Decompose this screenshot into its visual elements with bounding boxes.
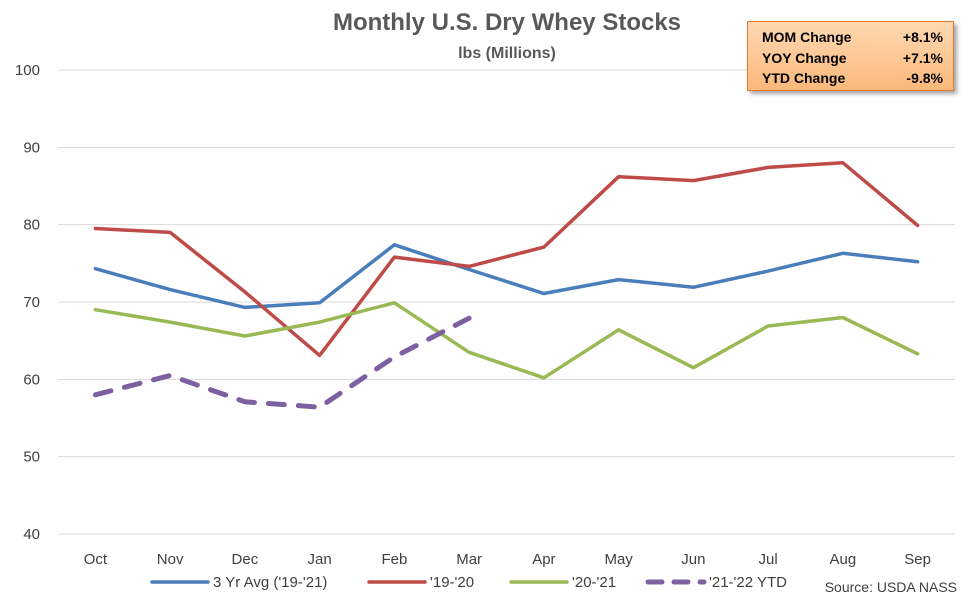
y-tick-label: 70: [23, 294, 40, 311]
x-tick-label: Dec: [232, 551, 259, 568]
y-tick-label: 50: [23, 449, 40, 466]
stat-row-ytd: YTD Change -9.8%: [762, 68, 943, 89]
legend-label: '20-'21: [572, 574, 616, 591]
stat-label: MOM Change: [762, 29, 852, 45]
series-line: [92, 315, 472, 410]
x-tick-label: Mar: [456, 551, 482, 568]
series-line: [93, 301, 920, 380]
x-tick-label: Jan: [308, 551, 332, 568]
x-tick-label: Sep: [904, 551, 931, 568]
y-tick-label: 100: [15, 62, 40, 79]
y-tick-label: 80: [23, 217, 40, 234]
x-tick-label: Nov: [157, 551, 184, 568]
series-line: [93, 161, 920, 358]
source-note: Source: USDA NASS: [825, 579, 957, 595]
legend-label: '19-'20: [430, 574, 474, 591]
y-axis: 40 50 60 70 80 90 100: [15, 62, 40, 543]
stat-row-yoy: YOY Change +7.1%: [762, 48, 943, 69]
x-tick-label: Jun: [681, 551, 705, 568]
series-lines: [92, 161, 920, 410]
legend: 3 Yr Avg ('19-'21) '19-'20 '20-'21 '21-'22 …: [150, 574, 787, 591]
y-tick-label: 60: [23, 371, 40, 388]
x-tick-label: Jul: [759, 551, 778, 568]
legend-label: '21-'22 YTD: [709, 574, 787, 591]
gridlines: [58, 69, 955, 535]
x-tick-label: Feb: [381, 551, 407, 568]
stat-row-mom: MOM Change +8.1%: [762, 27, 943, 48]
x-tick-label: Oct: [84, 551, 108, 568]
series-line: [93, 243, 920, 310]
x-axis: Oct Nov Dec Jan Feb Mar Apr May Jun Jul Aug Sep: [84, 551, 931, 568]
stats-box: MOM Change +8.1% YOY Change +7.1% YTD Ch…: [747, 21, 954, 91]
y-tick-label: 90: [23, 139, 40, 156]
stat-value: +8.1%: [902, 29, 943, 45]
x-tick-label: Apr: [532, 551, 555, 568]
stat-value: +7.1%: [902, 49, 943, 66]
stat-value: -9.8%: [906, 70, 943, 86]
stat-label: YTD Change: [762, 70, 846, 86]
stat-label: YOY Change: [762, 49, 847, 66]
chart-subtitle: lbs (Millions): [458, 45, 556, 62]
x-tick-label: May: [604, 551, 633, 568]
y-tick-label: 40: [23, 526, 40, 543]
x-tick-label: Aug: [830, 551, 857, 568]
chart-title: Monthly U.S. Dry Whey Stocks: [333, 9, 681, 36]
legend-label: 3 Yr Avg ('19-'21): [213, 574, 327, 591]
